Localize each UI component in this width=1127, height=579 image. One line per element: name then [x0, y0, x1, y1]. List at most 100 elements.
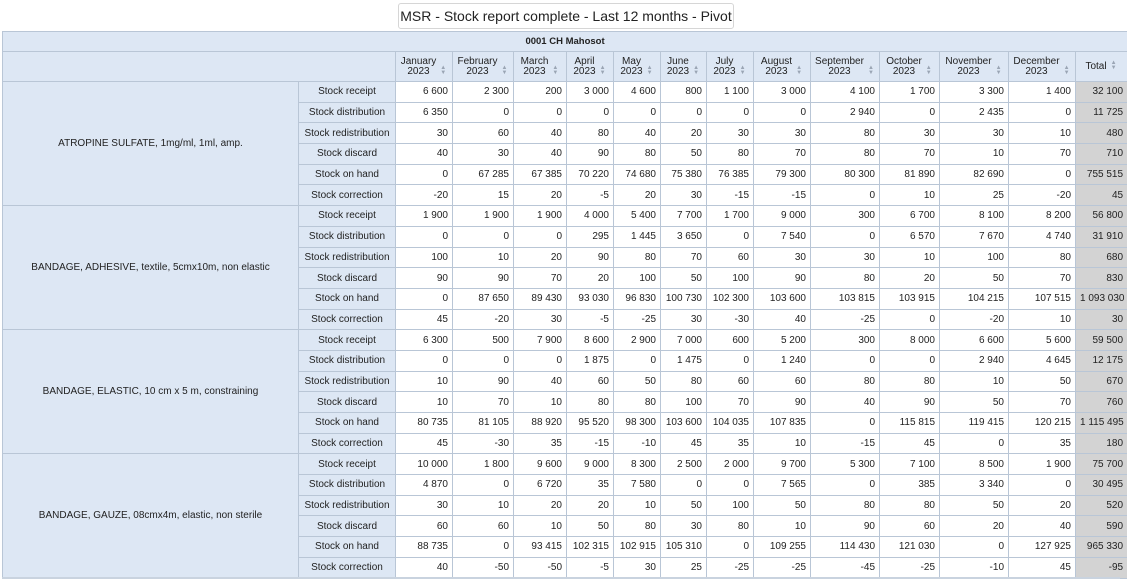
- total-cell: 965 330: [1074, 536, 1127, 558]
- total-cell: 45: [1074, 184, 1127, 207]
- value-cell: 2 300: [452, 81, 514, 103]
- value-cell: 0: [660, 101, 707, 124]
- value-cell: 80: [706, 143, 754, 165]
- value-cell: 70: [753, 143, 811, 165]
- column-header-month[interactable]: March 2023 ▲ ▼: [513, 51, 567, 82]
- value-cell: 60: [395, 515, 453, 538]
- sort-icon[interactable]: ▲ ▼: [867, 64, 874, 76]
- value-cell: 8 500: [939, 453, 1009, 476]
- value-cell: 60: [566, 370, 614, 393]
- sort-icon[interactable]: ▲ ▼: [995, 64, 1002, 76]
- value-cell: 10: [613, 494, 661, 517]
- table-row: BANDAGE, ADHESIVE, textile, 5cmx10m, non…: [2, 205, 1127, 331]
- value-cell: 88 735: [395, 536, 453, 558]
- value-cell: 60: [452, 122, 514, 145]
- value-cell: 3 000: [753, 81, 811, 103]
- value-cell: 500: [452, 329, 514, 351]
- sort-icon[interactable]: ▲ ▼: [925, 64, 932, 76]
- total-cell: 1 093 030: [1074, 287, 1127, 310]
- metric-label: Stock receipt: [298, 329, 396, 351]
- column-header-month[interactable]: October 2023 ▲ ▼: [879, 51, 940, 82]
- sort-icon[interactable]: ▲ ▼: [1110, 60, 1117, 72]
- sort-icon[interactable]: ▲ ▼: [646, 64, 653, 76]
- sort-icon[interactable]: ▲ ▼: [440, 64, 447, 76]
- value-cell: 10: [513, 391, 567, 413]
- metric-label: Stock redistribution: [298, 370, 396, 393]
- value-cell: 35: [1008, 432, 1076, 455]
- sort-icon[interactable]: ▲ ▼: [739, 64, 746, 76]
- table-row: BANDAGE, GAUZE, 08cmx4m, elastic, non st…: [2, 453, 1127, 579]
- sort-icon[interactable]: ▲ ▼: [693, 64, 700, 76]
- value-cell: 0: [810, 225, 880, 248]
- sort-icon[interactable]: ▲ ▼: [1063, 64, 1070, 76]
- value-cell: 70: [1008, 143, 1076, 165]
- value-cell: 0: [513, 225, 567, 248]
- column-header-total[interactable]: Total ▲ ▼: [1074, 51, 1127, 82]
- value-cell: 50: [939, 267, 1009, 289]
- total-cell: 480: [1074, 122, 1127, 145]
- value-cell: 100: [706, 494, 754, 517]
- value-cell: 50: [753, 494, 811, 517]
- value-cell: 102 315: [566, 536, 614, 558]
- column-header-month[interactable]: May 2023 ▲ ▼: [613, 51, 661, 82]
- sort-icon[interactable]: ▲ ▼: [552, 64, 559, 76]
- value-cell: 79 300: [753, 163, 811, 186]
- metric-label: Stock receipt: [298, 205, 396, 227]
- table-row: Stock correction -20 15 20 -5 20 30 -15 -15 0 10 25…: [3, 184, 1127, 207]
- column-header-month[interactable]: January 2023 ▲ ▼: [395, 51, 453, 82]
- value-cell: 30: [753, 122, 811, 145]
- value-cell: 0: [660, 474, 707, 496]
- value-cell: 1 900: [452, 205, 514, 227]
- value-cell: 7 100: [879, 453, 940, 476]
- value-cell: -50: [513, 556, 567, 579]
- value-cell: 107 835: [753, 412, 811, 434]
- value-cell: 105 310: [660, 536, 707, 558]
- value-cell: 2 900: [613, 329, 661, 351]
- total-cell: 30 495: [1074, 474, 1127, 496]
- column-header-month[interactable]: November 2023 ▲ ▼: [939, 51, 1009, 82]
- value-cell: 7 000: [660, 329, 707, 351]
- value-cell: 6 720: [513, 474, 567, 496]
- value-cell: -15: [566, 432, 614, 455]
- value-cell: 6 350: [395, 101, 453, 124]
- value-cell: 20: [566, 494, 614, 517]
- value-cell: 20: [513, 246, 567, 269]
- column-header-month[interactable]: September 2023 ▲ ▼: [810, 51, 880, 82]
- value-cell: 4 645: [1008, 349, 1076, 372]
- value-cell: 50: [660, 494, 707, 517]
- sort-icon[interactable]: ▲ ▼: [501, 64, 508, 76]
- table-row: Stock redistribution 30 60 40 80 40 20 30 30 80 30…: [3, 122, 1127, 145]
- value-cell: 82 690: [939, 163, 1009, 186]
- month-name: October: [886, 55, 922, 67]
- value-cell: 295: [566, 225, 614, 248]
- value-cell: 80: [810, 370, 880, 393]
- value-cell: 3 340: [939, 474, 1009, 496]
- column-header-month[interactable]: June 2023 ▲ ▼: [660, 51, 707, 82]
- value-cell: 1 400: [1008, 81, 1076, 103]
- value-cell: 7 670: [939, 225, 1009, 248]
- value-cell: 89 430: [513, 287, 567, 310]
- value-cell: 0: [452, 349, 514, 372]
- column-header-month[interactable]: July 2023 ▲ ▼: [706, 51, 754, 82]
- value-cell: 20: [660, 122, 707, 145]
- table-row: Stock redistribution 100 10 20 90 80 70 60 30 30 1…: [3, 246, 1127, 269]
- month-name: July: [715, 55, 734, 67]
- column-header-month[interactable]: February 2023 ▲ ▼: [452, 51, 514, 82]
- value-cell: 80: [879, 494, 940, 517]
- column-header-month[interactable]: August 2023 ▲ ▼: [753, 51, 811, 82]
- value-cell: -5: [566, 184, 614, 207]
- value-cell: 15: [452, 184, 514, 207]
- total-cell: 31 910: [1074, 225, 1127, 248]
- metric-label: Stock discard: [298, 267, 396, 289]
- column-header-month[interactable]: December 2023 ▲ ▼: [1008, 51, 1076, 82]
- value-cell: 80 735: [395, 412, 453, 434]
- sort-icon[interactable]: ▲ ▼: [796, 64, 803, 76]
- column-header-month[interactable]: April 2023 ▲ ▼: [566, 51, 614, 82]
- sort-icon[interactable]: ▲ ▼: [599, 64, 606, 76]
- table-row: Stock distribution 0 0 0 295 1 445 3 650 0 7 540…: [3, 225, 1127, 248]
- value-cell: 20: [613, 184, 661, 207]
- value-cell: 50: [939, 391, 1009, 413]
- metric-label: Stock correction: [298, 184, 396, 207]
- value-cell: 5 600: [1008, 329, 1076, 351]
- value-cell: 3 000: [566, 81, 614, 103]
